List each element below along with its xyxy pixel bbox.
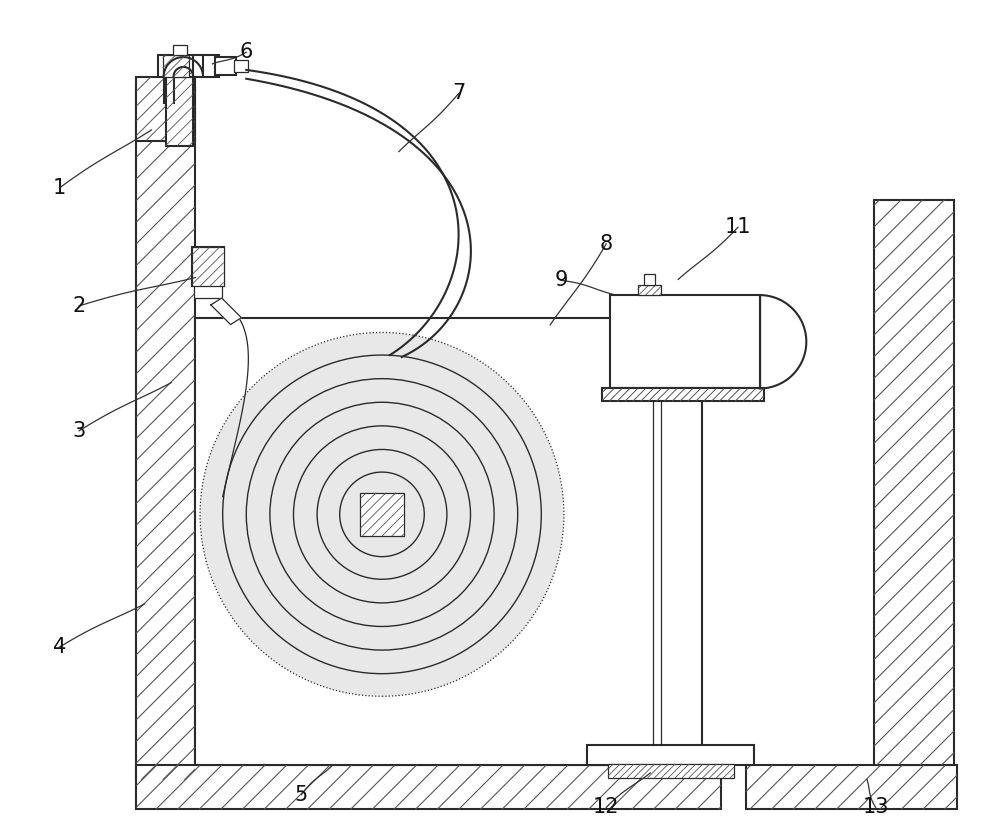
Text: 2: 2 xyxy=(72,296,86,316)
Bar xyxy=(610,295,760,389)
Text: 4: 4 xyxy=(53,637,66,657)
Bar xyxy=(136,77,195,140)
Bar xyxy=(158,55,219,77)
Text: 13: 13 xyxy=(862,798,889,818)
Bar xyxy=(173,45,187,55)
Bar xyxy=(194,285,222,298)
Text: 1: 1 xyxy=(53,178,66,198)
Bar xyxy=(163,55,189,77)
Text: 7: 7 xyxy=(452,84,465,104)
Bar xyxy=(638,285,661,295)
Text: 9: 9 xyxy=(554,270,568,290)
Bar xyxy=(166,67,193,145)
Text: 5: 5 xyxy=(295,785,308,804)
Text: 12: 12 xyxy=(593,798,619,818)
Bar xyxy=(234,60,248,72)
Bar xyxy=(746,765,957,809)
Bar xyxy=(136,87,195,780)
Text: 6: 6 xyxy=(240,42,253,62)
Bar xyxy=(608,764,734,778)
Text: 11: 11 xyxy=(725,217,751,237)
Circle shape xyxy=(200,333,564,696)
Bar xyxy=(644,274,655,285)
Text: 8: 8 xyxy=(600,234,613,254)
Bar xyxy=(195,318,702,765)
Bar xyxy=(874,200,954,765)
Text: 3: 3 xyxy=(72,421,86,441)
Bar xyxy=(602,389,764,401)
Bar xyxy=(192,247,224,286)
Polygon shape xyxy=(211,298,241,324)
Bar xyxy=(192,247,224,286)
Bar xyxy=(360,492,404,536)
Bar xyxy=(136,765,721,809)
Bar xyxy=(587,746,754,765)
Bar xyxy=(215,57,236,74)
